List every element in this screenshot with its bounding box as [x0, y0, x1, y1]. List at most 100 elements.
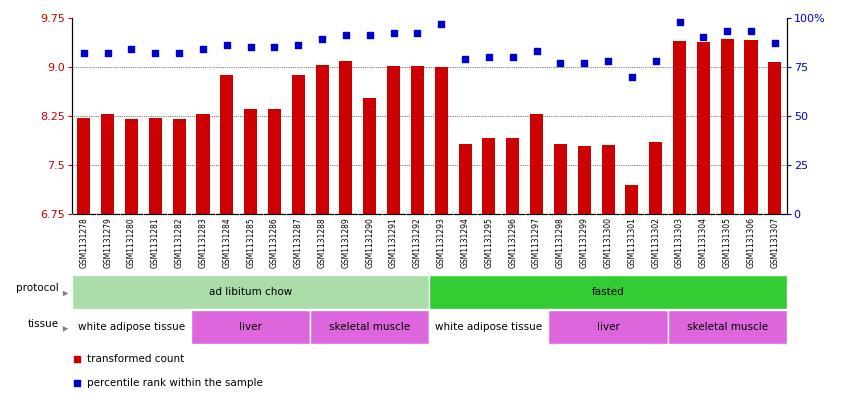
Bar	[387, 66, 400, 214]
Bar	[554, 144, 567, 214]
Text: GSM1131304: GSM1131304	[699, 217, 708, 268]
Point	[673, 18, 686, 25]
Bar	[697, 42, 710, 214]
Text: protocol: protocol	[16, 283, 59, 294]
Text: GSM1131282: GSM1131282	[174, 217, 184, 268]
Point	[435, 20, 448, 27]
Bar	[72, 310, 191, 344]
Point	[363, 32, 376, 39]
Bar	[429, 275, 787, 309]
Point	[410, 30, 424, 37]
Point	[339, 32, 353, 39]
Bar	[363, 98, 376, 214]
Point	[173, 50, 186, 56]
Bar	[310, 310, 429, 344]
Point	[553, 60, 567, 66]
Bar	[721, 39, 733, 214]
Text: liver: liver	[239, 322, 262, 332]
Bar	[339, 61, 353, 214]
Point	[578, 60, 591, 66]
Text: GSM1131291: GSM1131291	[389, 217, 398, 268]
Point	[101, 50, 114, 56]
Text: GSM1131296: GSM1131296	[508, 217, 517, 268]
Point	[768, 40, 782, 46]
Text: GSM1131289: GSM1131289	[342, 217, 350, 268]
Point	[220, 42, 233, 48]
Point	[70, 356, 84, 362]
Point	[721, 28, 734, 35]
Bar	[625, 185, 639, 214]
Point	[696, 34, 710, 40]
Bar	[667, 310, 787, 344]
Text: GSM1131290: GSM1131290	[365, 217, 374, 268]
Point	[267, 44, 281, 50]
Text: white adipose tissue: white adipose tissue	[436, 322, 542, 332]
Point	[70, 380, 84, 386]
Text: GSM1131294: GSM1131294	[460, 217, 470, 268]
Bar	[435, 67, 448, 214]
Bar	[602, 145, 614, 214]
Text: GSM1131278: GSM1131278	[80, 217, 88, 268]
Text: GSM1131285: GSM1131285	[246, 217, 255, 268]
Text: GSM1131300: GSM1131300	[603, 217, 613, 268]
Text: GSM1131292: GSM1131292	[413, 217, 422, 268]
Text: GSM1131284: GSM1131284	[222, 217, 231, 268]
Text: GSM1131306: GSM1131306	[746, 217, 755, 268]
Point	[244, 44, 257, 50]
Point	[292, 42, 305, 48]
Bar	[268, 109, 281, 214]
Bar	[530, 114, 543, 214]
Text: GSM1131286: GSM1131286	[270, 217, 279, 268]
Text: GSM1131280: GSM1131280	[127, 217, 136, 268]
Text: GSM1131297: GSM1131297	[532, 217, 541, 268]
Bar	[196, 114, 210, 214]
Bar	[411, 66, 424, 214]
Bar	[506, 138, 519, 214]
Point	[744, 28, 758, 35]
Point	[459, 56, 472, 62]
Text: GSM1131293: GSM1131293	[437, 217, 446, 268]
Point	[625, 73, 639, 80]
Point	[649, 58, 662, 64]
Bar	[220, 75, 233, 214]
Text: white adipose tissue: white adipose tissue	[78, 322, 185, 332]
Text: GSM1131303: GSM1131303	[675, 217, 684, 268]
Bar	[768, 62, 782, 214]
Bar	[578, 146, 591, 214]
Text: GSM1131302: GSM1131302	[651, 217, 660, 268]
Point	[387, 30, 400, 37]
Bar	[292, 75, 305, 214]
Bar	[548, 310, 667, 344]
Text: tissue: tissue	[28, 319, 59, 329]
Bar	[125, 119, 138, 214]
Text: liver: liver	[596, 322, 619, 332]
Text: skeletal muscle: skeletal muscle	[329, 322, 410, 332]
Text: skeletal muscle: skeletal muscle	[687, 322, 768, 332]
Bar	[744, 40, 757, 214]
Bar	[191, 310, 310, 344]
Point	[602, 58, 615, 64]
Point	[77, 50, 91, 56]
Point	[124, 46, 138, 52]
Text: fasted: fasted	[591, 287, 624, 297]
Bar	[482, 138, 496, 214]
Bar	[244, 109, 257, 214]
Point	[316, 36, 329, 42]
Text: GSM1131281: GSM1131281	[151, 217, 160, 268]
Text: percentile rank within the sample: percentile rank within the sample	[87, 378, 263, 387]
Point	[196, 46, 210, 52]
Bar	[316, 65, 328, 214]
Text: transformed count: transformed count	[87, 354, 184, 364]
Bar	[173, 119, 185, 214]
Text: GSM1131301: GSM1131301	[628, 217, 636, 268]
Point	[530, 48, 543, 54]
Bar	[77, 118, 91, 214]
Bar	[149, 118, 162, 214]
Text: GSM1131307: GSM1131307	[771, 217, 779, 268]
Text: GSM1131288: GSM1131288	[317, 217, 327, 268]
Bar	[673, 40, 686, 214]
Point	[506, 54, 519, 60]
Text: GSM1131295: GSM1131295	[485, 217, 493, 268]
Bar	[429, 310, 548, 344]
Bar	[102, 114, 114, 214]
